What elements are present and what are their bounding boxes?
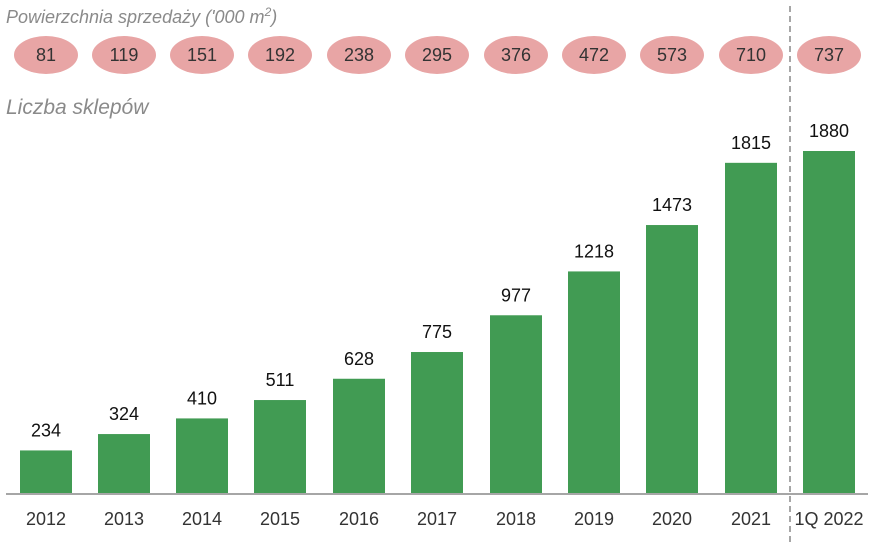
sales-area-oval — [248, 36, 312, 74]
x-tick-label: 2019 — [574, 509, 614, 529]
x-tick-label: 1Q 2022 — [794, 509, 863, 529]
sales-area-value: 119 — [110, 45, 139, 65]
bar — [568, 271, 620, 493]
bar — [725, 162, 777, 493]
sales-area-value: 710 — [736, 45, 766, 65]
sales-area-value: 573 — [657, 45, 687, 65]
x-tick-label: 2016 — [339, 509, 379, 529]
sales-area-value: 472 — [579, 45, 609, 65]
bar — [803, 151, 855, 493]
bar — [176, 418, 228, 493]
sales-area-value: 151 — [187, 45, 217, 65]
sales-area-oval — [797, 36, 861, 74]
x-tick-label: 2012 — [26, 509, 66, 529]
x-tick-label: 2013 — [104, 509, 144, 529]
bar-value-label: 511 — [266, 370, 295, 390]
bar — [333, 378, 385, 493]
sales-area-value: 376 — [501, 45, 531, 65]
sales-area-oval — [405, 36, 469, 74]
bar — [98, 434, 150, 493]
store-count-title: Liczba sklepów — [6, 96, 150, 119]
bar-value-label: 977 — [501, 285, 531, 305]
bar — [411, 352, 463, 493]
sales-area-value: 192 — [265, 45, 295, 65]
x-tick-label: 2015 — [260, 509, 300, 529]
sales-area-oval — [170, 36, 234, 74]
bar — [490, 315, 542, 493]
x-tick-label: 2014 — [182, 509, 222, 529]
sales-area-oval — [719, 36, 783, 74]
sales-area-oval — [484, 36, 548, 74]
bars-group: 234 2012 324 2013 410 2014 511 2015 628 2016 775 20… — [20, 121, 864, 529]
sales-area-oval — [562, 36, 626, 74]
bar-value-label: 410 — [187, 388, 217, 408]
bar — [646, 225, 698, 493]
sales-area-oval — [92, 36, 156, 74]
bar — [254, 400, 306, 493]
x-tick-label: 2018 — [496, 509, 536, 529]
bar-value-label: 1473 — [652, 195, 692, 215]
bar-value-label: 324 — [109, 404, 139, 424]
bar-value-label: 628 — [344, 349, 374, 369]
x-tick-label: 2017 — [417, 509, 457, 529]
sales-area-value: 81 — [36, 45, 56, 65]
bar-value-label: 775 — [422, 322, 452, 342]
bar — [20, 450, 72, 493]
sales-area-value: 737 — [814, 45, 844, 65]
sales-area-oval — [327, 36, 391, 74]
sales-area-oval — [14, 36, 78, 74]
sales-area-title: Powierzchnia sprzedaży ('000 m2) — [6, 5, 277, 27]
x-tick-label: 2020 — [652, 509, 692, 529]
sales-area-value: 238 — [344, 45, 374, 65]
bar-value-label: 1218 — [574, 241, 614, 261]
x-tick-label: 2021 — [731, 509, 771, 529]
sales-area-row: 81 119 151 192 238 295 376 472 573 710 737 — [14, 36, 861, 74]
sales-area-value: 295 — [422, 45, 452, 65]
bar-value-label: 1815 — [731, 133, 771, 153]
sales-area-oval — [640, 36, 704, 74]
bar-value-label: 1880 — [809, 121, 849, 141]
bar-value-label: 234 — [31, 420, 61, 440]
